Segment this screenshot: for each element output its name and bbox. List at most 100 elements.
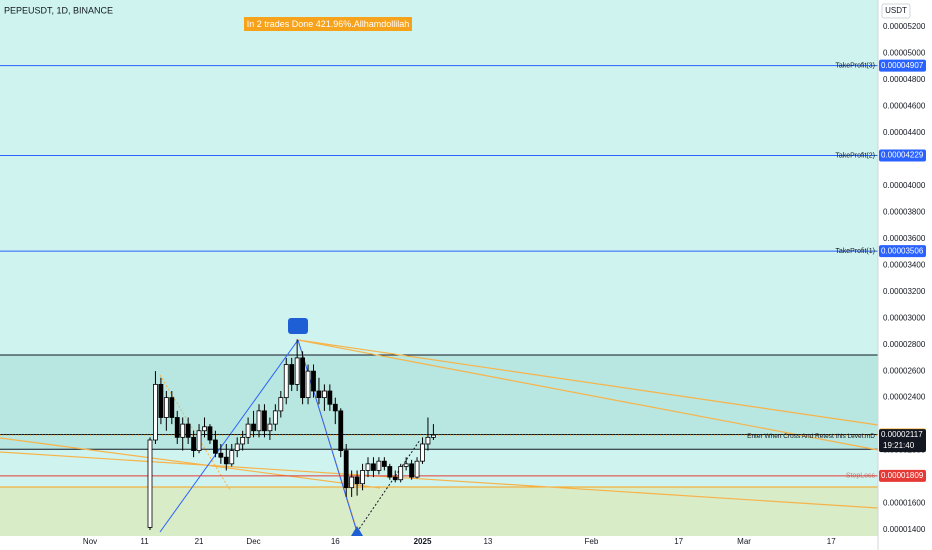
y-tick-label: 0.00004800 [883,75,926,84]
level-note: Enter When Cross And Retest this Level.m… [747,433,875,440]
candle-body [207,426,213,441]
candle-body [327,390,333,405]
x-tick-label: 17 [674,537,683,546]
candle-body [283,364,289,399]
x-tick-label: 16 [331,537,340,546]
y-tick-label: 0.00005000 [883,48,926,57]
bottom-marker [351,526,363,536]
candle-body [185,423,191,438]
price-badge [879,245,926,258]
x-tick-label: 17 [827,537,836,546]
candle-body [392,476,398,481]
candle-body [212,439,218,454]
last-price-badge [879,429,926,453]
candle-body [376,460,382,471]
candle-body [425,436,431,445]
price-badge-label: 0.00004907 [881,61,924,70]
price-badge [879,469,926,482]
peak-marker [288,318,308,334]
candle-body [365,463,371,471]
level-name: TakeProfit(2) [835,152,875,159]
banner-text: In 2 trades Done 421.96%.Allhamdollilah [247,19,410,29]
y-tick-label: 0.00001600 [883,499,926,508]
candle-body [349,476,355,489]
y-tick-label: 0.00005200 [883,22,926,31]
candle-body [202,426,207,432]
zone [0,487,878,536]
candle-body [251,423,256,432]
symbol-title: PEPEUSDT, 1D, BINANCE [4,5,113,15]
banner [244,17,412,31]
time-axis [0,536,878,550]
x-tick-label: Mar [737,537,751,546]
candle-body [311,370,316,392]
price-badge-label: 0.00004229 [881,151,924,160]
candle-body [191,436,197,451]
candle-body [278,397,284,412]
candle-body [430,434,436,438]
y-tick-label: 0.00002800 [883,340,926,349]
price-axis [878,0,932,550]
candle-body [229,450,235,465]
candle-body [169,397,175,418]
candle-body [272,410,278,425]
candle-body [403,463,409,467]
y-tick-label: 0.00001400 [883,525,926,534]
level-name: TakeProfit(1) [835,248,875,255]
y-tick-label: 0.00004600 [883,101,926,110]
y-tick-label: 0.00004000 [883,181,926,190]
candle-body [387,466,393,478]
y-tick-label: 0.00002600 [883,366,926,375]
x-tick-label: Feb [585,537,599,546]
price-badge [879,149,926,162]
candle-body [300,357,306,399]
x-tick-label: 21 [195,537,204,546]
currency: USDT [885,6,907,15]
candle-body [294,357,300,385]
candle-body [153,383,158,441]
candle-body [360,470,365,485]
x-tick-label: 11 [140,537,149,546]
candle-body [371,463,376,471]
candle-body [262,410,267,432]
candle-body [163,397,169,418]
x-tick-label: 2025 [414,537,432,546]
candle-body [409,463,415,478]
candle-body [321,390,327,399]
y-tick-label: 0.00003800 [883,207,926,216]
candle-body [256,410,262,432]
price-badge-label: 0.00003506 [881,246,924,255]
candle-body [234,443,240,451]
y-tick-label: 0.00003600 [883,234,926,243]
candle-body [147,439,153,528]
candle-body [218,452,224,458]
candle-body [180,423,186,438]
candle-body [354,476,360,485]
candle-body [398,466,404,481]
y-tick-label: 0.00004400 [883,128,926,137]
candle-body [420,443,425,462]
level-name: TakeProfit(3) [835,63,875,70]
last-price-label: 0.00002117 [881,430,923,439]
y-tick-label: 0.00003000 [883,313,926,322]
level-name: StopLoss [846,473,876,480]
zone [0,354,878,450]
x-tick-label: Dec [246,537,260,546]
price-badge [879,59,926,72]
candle-body [223,456,229,465]
candle-body [381,460,387,467]
x-tick-label: Nov [83,537,97,546]
candle-body [338,410,344,451]
candle-body [343,450,349,489]
candle-body [174,417,180,438]
y-tick-label: 0.00002400 [883,393,926,402]
x-tick-label: 13 [483,537,492,546]
candle-body [267,423,273,432]
currency-box [881,3,911,19]
candle-body [316,390,322,399]
candle-body [245,423,251,438]
price-badge-label: 0.00001809 [881,471,924,480]
candle-body [414,460,420,478]
y-tick-label: 0.00003400 [883,260,926,269]
